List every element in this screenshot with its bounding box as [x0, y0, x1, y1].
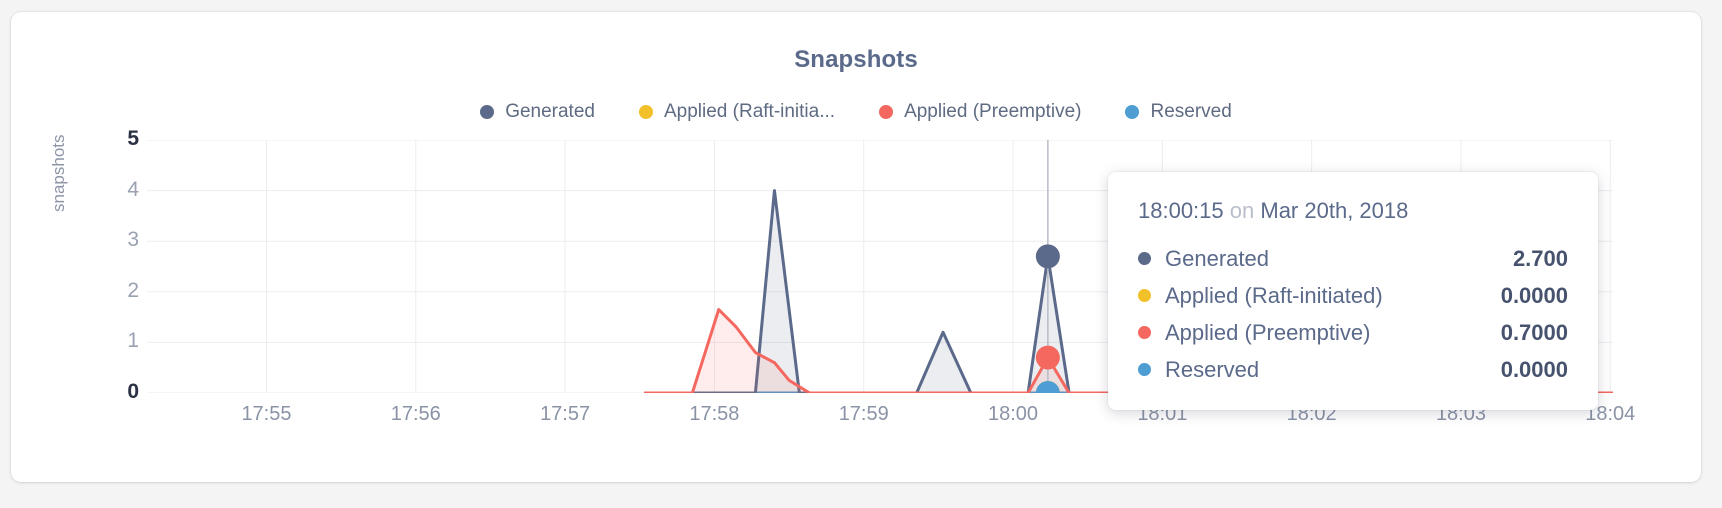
y-axis-tick-label: 2 [127, 278, 139, 302]
hover-marker-0[interactable] [1035, 244, 1060, 269]
tooltip-series-dot-icon [1138, 326, 1151, 339]
tooltip-series-value: 0.7000 [1500, 319, 1568, 345]
tooltip-on-label: on [1229, 198, 1255, 223]
tooltip-date-value: Mar 20th, 2018 [1260, 198, 1409, 223]
legend-item[interactable]: Applied (Raft-initia... [638, 101, 836, 123]
series-area-2 [645, 309, 1613, 393]
tooltip-series-dot-icon [1138, 363, 1151, 376]
legend-item-label: Applied (Raft-initia... [663, 101, 836, 122]
legend-item[interactable]: Generated [480, 101, 595, 123]
legend-dot-icon [638, 105, 653, 119]
tooltip-series-dot-icon [1138, 289, 1151, 302]
page-title: Snapshots [794, 46, 918, 73]
tooltip-row: Applied (Preemptive) 0.7000 [1138, 314, 1568, 351]
chart-legend: Generated Applied (Raft-initia... Applied … [11, 101, 1701, 123]
y-axis-tick-label: 3 [127, 228, 139, 252]
tooltip-row: Reserved 0.0000 [1138, 351, 1568, 388]
y-axis-tick-label: 5 [127, 127, 139, 150]
tooltip-series-dot-icon [1138, 252, 1151, 265]
y-axis-ticks: 0 1 2 3 4 5 [95, 12, 139, 482]
tooltip-series-label: Applied (Raft-initiated) [1165, 282, 1383, 308]
x-axis-tick-label: 18:00 [988, 403, 1039, 425]
legend-item[interactable]: Applied (Preemptive) [879, 101, 1081, 123]
legend-dot-icon [879, 105, 894, 119]
tooltip-series-value: 0.0000 [1500, 356, 1568, 382]
y-axis-tick-label: 4 [127, 177, 139, 201]
tooltip-series-value: 2.700 [1512, 245, 1568, 271]
tooltip-series-label: Generated [1165, 245, 1269, 271]
tooltip-time-value: 18:00:15 [1138, 198, 1224, 223]
tooltip-row: Applied (Raft-initiated) 0.0000 [1138, 277, 1568, 314]
tooltip-series-value: 0.0000 [1500, 282, 1568, 308]
chart-card: Snapshots Generated Applied (Raft-initia.… [11, 12, 1701, 482]
hover-marker-2[interactable] [1035, 345, 1060, 370]
x-axis-tick-label: 17:56 [390, 403, 441, 425]
x-axis-tick-label: 17:59 [838, 403, 889, 425]
legend-item-label: Generated [505, 101, 595, 122]
tooltip-series-label: Reserved [1165, 356, 1260, 382]
tooltip-row: Generated 2.700 [1138, 240, 1568, 277]
tooltip-timestamp: 18:00:15 on Mar 20th, 2018 [1138, 198, 1568, 224]
hover-marker-3[interactable] [1035, 381, 1060, 393]
legend-dot-icon [1125, 105, 1140, 119]
x-axis-tick-label: 17:55 [241, 403, 292, 425]
series-line-2 [643, 308, 1613, 393]
y-axis-title: snapshots [49, 134, 68, 213]
tooltip-series-label: Applied (Preemptive) [1165, 319, 1371, 345]
chart-tooltip: 18:00:15 on Mar 20th, 2018 Generated 2.70… [1108, 172, 1598, 410]
legend-item[interactable]: Reserved [1125, 101, 1232, 123]
y-axis-tick-label: 1 [127, 329, 139, 353]
y-axis-tick-label: 0 [127, 380, 139, 403]
x-axis-tick-label: 17:57 [540, 403, 591, 425]
x-axis-tick-label: 17:58 [689, 403, 740, 425]
legend-dot-icon [480, 105, 495, 119]
legend-item-label: Reserved [1150, 101, 1232, 122]
tooltip-rows: Generated 2.700 Applied (Raft-initiated) 0.… [1138, 240, 1568, 388]
x-axis-tick-label: 18:04 [1585, 403, 1636, 425]
legend-item-label: Applied (Preemptive) [904, 101, 1082, 122]
